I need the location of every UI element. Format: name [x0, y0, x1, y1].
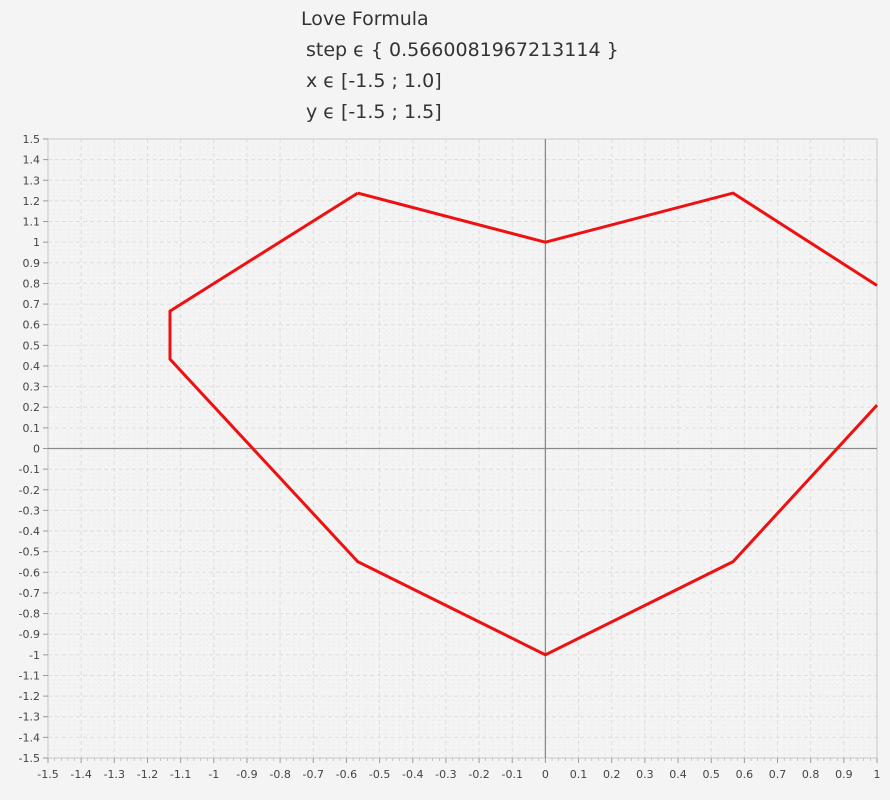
y-tick-label: 0.5: [23, 339, 41, 352]
x-tick-label: 0.2: [603, 768, 621, 781]
y-tick-label: 0.7: [23, 298, 41, 311]
x-ticks: -1.5 -1.4 -1.3 -1.2 -1.1 -1 -0.9 -0.8 -0.7 -0.6 -0…: [37, 758, 881, 781]
y-tick-label: 0.6: [23, 319, 41, 332]
y-tick-label: -1.4: [19, 731, 40, 744]
chart-title: Love Formula: [301, 8, 429, 30]
series-line-0: [168, 191, 879, 657]
x-tick-label: -0.3: [435, 768, 456, 781]
x-tick-label: 1: [874, 768, 881, 781]
y-tick-label: -0.4: [19, 525, 40, 538]
y-tick-label: -1.5: [19, 752, 40, 765]
x-tick-label: 0.4: [669, 768, 687, 781]
x-tick-label: -1.2: [137, 768, 158, 781]
y-tick-label: 0.9: [23, 257, 41, 270]
x-tick-label: -0.7: [303, 768, 324, 781]
y-tick-label: -0.1: [19, 463, 40, 476]
x-tick-label: -0.5: [369, 768, 390, 781]
x-tick-label: 0.6: [736, 768, 754, 781]
x-tick-label: -1: [208, 768, 219, 781]
x-tick-label: -1.5: [37, 768, 58, 781]
x-tick-label: 0.7: [769, 768, 787, 781]
x-tick-label: -1.4: [70, 768, 91, 781]
y-tick-label: 1.4: [23, 154, 41, 167]
y-tick-label: -0.9: [19, 628, 40, 641]
series-line-1: [545, 191, 878, 287]
y-tick-label: 1.2: [23, 195, 41, 208]
y-tick-label: -0.3: [19, 504, 40, 517]
y-tick-label: 1.5: [23, 133, 41, 146]
y-tick-label: -0.2: [19, 484, 40, 497]
y-tick-label: -1.3: [19, 711, 40, 724]
y-tick-label: -1.2: [19, 690, 40, 703]
y-tick-label: 0.8: [23, 277, 41, 290]
series-line-2: [357, 191, 546, 244]
y-tick-label: -0.6: [19, 566, 40, 579]
x-tick-label: -0.6: [336, 768, 357, 781]
x-tick-label: -0.2: [468, 768, 489, 781]
x-tick-label: 0.8: [802, 768, 820, 781]
x-tick-label: -0.1: [502, 768, 523, 781]
x-tick-label: 0: [542, 768, 549, 781]
x-tick-label: -1.3: [104, 768, 125, 781]
y-tick-label: 0.3: [23, 381, 41, 394]
y-tick-label: 0: [33, 443, 40, 456]
x-tick-label: -1.1: [170, 768, 191, 781]
y-tick-label: 0.2: [23, 401, 41, 414]
axes: [48, 139, 877, 758]
y-tick-label: 1: [33, 236, 40, 249]
chart-header: Love Formula step ϵ { 0.5660081967213114…: [0, 0, 890, 135]
series-group: [168, 191, 879, 657]
y-range-label: y ϵ [-1.5 ; 1.5]: [306, 101, 442, 123]
y-tick-label: -0.7: [19, 587, 40, 600]
y-ticks: 1.5 1.4 1.3 1.2 1.1 1 0.9 0.8 0.7 0.6 0.5 0.4 0.3 0.2…: [19, 133, 48, 765]
y-tick-label: -0.5: [19, 546, 40, 559]
chart-plot: -1.5 -1.4 -1.3 -1.2 -1.1 -1 -0.9 -0.8 -0.7 -0.6 -0…: [19, 133, 881, 781]
y-tick-label: 1.1: [23, 216, 41, 229]
y-tick-label: -1.1: [19, 669, 40, 682]
x-tick-label: 0.3: [636, 768, 654, 781]
x-tick-label: -0.8: [269, 768, 290, 781]
x-tick-label: -0.9: [236, 768, 257, 781]
x-range-label: x ϵ [-1.5 ; 1.0]: [306, 70, 442, 92]
y-tick-label: 0.4: [23, 360, 41, 373]
y-tick-label: 0.1: [23, 422, 41, 435]
x-tick-label: -0.4: [402, 768, 423, 781]
step-label: step ϵ { 0.5660081967213114 }: [306, 39, 619, 61]
x-tick-label: 0.1: [570, 768, 588, 781]
y-tick-label: 1.3: [23, 174, 41, 187]
x-tick-label: 0.5: [702, 768, 720, 781]
y-tick-label: -0.8: [19, 608, 40, 621]
x-tick-label: 0.9: [835, 768, 853, 781]
y-tick-label: -1: [29, 649, 40, 662]
